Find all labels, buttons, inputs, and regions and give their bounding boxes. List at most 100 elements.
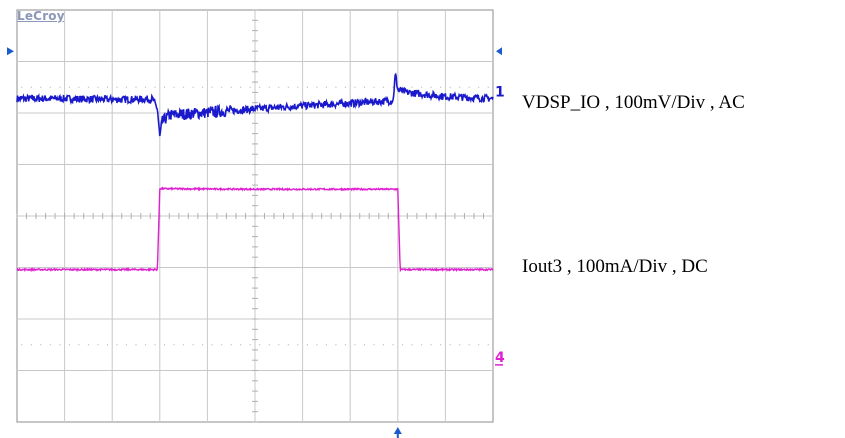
- ch4-label: Iout3 , 100mA/Div , DC: [522, 256, 708, 277]
- grid-dot: [411, 86, 413, 88]
- grid-dot: [440, 86, 442, 88]
- grid-dot: [144, 86, 147, 88]
- grid-dot: [68, 86, 70, 88]
- grid-dot: [259, 86, 261, 88]
- grid-dot: [287, 344, 289, 346]
- grid-dot: [278, 86, 280, 88]
- grid-dot: [87, 344, 89, 346]
- ch1-label: VDSP_IO , 100mV/Div , AC: [522, 92, 745, 113]
- markers: 14: [7, 47, 505, 438]
- grid-dot: [221, 86, 223, 88]
- grid-dot: [221, 344, 223, 346]
- grid-dot: [192, 344, 194, 346]
- grid-dot: [49, 86, 51, 88]
- grid-dot: [468, 344, 470, 346]
- grid-dot: [478, 344, 480, 346]
- grid-dot: [163, 86, 166, 88]
- grid-dot: [373, 86, 375, 88]
- grid-dot: [59, 344, 61, 346]
- grid-dot: [401, 344, 404, 346]
- lecroy-logo: LeCroy: [17, 9, 65, 23]
- ch1-marker: 1: [495, 85, 505, 101]
- grid-dot: [97, 86, 99, 88]
- grid-dot: [211, 86, 213, 88]
- ch4-marker: 4: [495, 350, 505, 366]
- grid-dot: [459, 86, 461, 88]
- grid-dot: [421, 344, 423, 346]
- grid-dot: [240, 344, 242, 346]
- grid-dot: [430, 344, 432, 346]
- grid-dot: [87, 86, 89, 88]
- grid-dot: [268, 86, 270, 88]
- grid-dot: [78, 86, 80, 88]
- grid-dot: [325, 344, 327, 346]
- grid-dot: [487, 86, 489, 88]
- grid-dot: [183, 344, 185, 346]
- grid-dot: [106, 86, 109, 88]
- grid-dot: [240, 86, 242, 88]
- grid-dot: [287, 86, 289, 88]
- grid-dot: [202, 86, 204, 88]
- grid-dot: [325, 86, 327, 88]
- grid-dot: [30, 86, 32, 88]
- grid-dot: [259, 344, 261, 346]
- grid-dot: [354, 344, 356, 346]
- grid-dot: [392, 344, 394, 346]
- grid-dot: [297, 86, 299, 88]
- grid-dot: [268, 344, 270, 346]
- grid-dot: [449, 86, 451, 88]
- grid-dot: [335, 344, 337, 346]
- grid-dot: [382, 344, 385, 346]
- grid-dot: [106, 344, 109, 346]
- ch1-trace: [16, 72, 494, 137]
- grid-dot: [173, 86, 175, 88]
- grid-dot: [192, 86, 194, 88]
- grid-dot: [249, 86, 251, 88]
- grid-dot: [382, 86, 385, 88]
- grid-dot: [430, 86, 432, 88]
- graticule: [16, 9, 494, 423]
- grid-dot: [306, 86, 308, 88]
- grid-dot: [163, 344, 166, 346]
- grid-dot: [449, 344, 451, 346]
- grid-dot: [440, 344, 442, 346]
- trigger-position-arrow: [393, 427, 402, 434]
- grid-dot: [373, 344, 375, 346]
- grid-dot: [202, 344, 204, 346]
- grid-dot: [468, 86, 470, 88]
- grid-dot: [306, 344, 308, 346]
- traces: [16, 72, 494, 273]
- grid-dot: [116, 344, 118, 346]
- grid-dot: [230, 86, 232, 88]
- trigger-level-arrow-left: [7, 47, 14, 56]
- grid-dot: [21, 86, 23, 88]
- grid-dot: [40, 344, 42, 346]
- grid-dot: [135, 344, 137, 346]
- grid-dot: [154, 344, 156, 346]
- grid-dot: [125, 86, 128, 88]
- ch4-trace: [16, 186, 494, 273]
- grid-dot: [316, 86, 318, 88]
- grid-dot: [335, 86, 337, 88]
- grid-dot: [354, 86, 356, 88]
- grid-dot: [97, 344, 99, 346]
- grid-dot: [59, 86, 61, 88]
- grid-dot: [363, 86, 366, 88]
- grid-dot: [459, 344, 461, 346]
- grid-dot: [116, 86, 118, 88]
- grid-dot: [135, 86, 137, 88]
- grid-dot: [30, 344, 32, 346]
- grid-dot: [144, 344, 147, 346]
- grid-dot: [230, 344, 232, 346]
- grid-dot: [344, 344, 347, 346]
- grid-dot: [297, 344, 299, 346]
- grid-dot: [487, 344, 489, 346]
- offset-arrow-right: [496, 47, 502, 56]
- grid-dot: [392, 86, 394, 88]
- grid-dot: [363, 344, 366, 346]
- grid-dot: [154, 86, 156, 88]
- grid-dot: [411, 344, 413, 346]
- grid-dot: [211, 344, 213, 346]
- grid-dot: [78, 344, 80, 346]
